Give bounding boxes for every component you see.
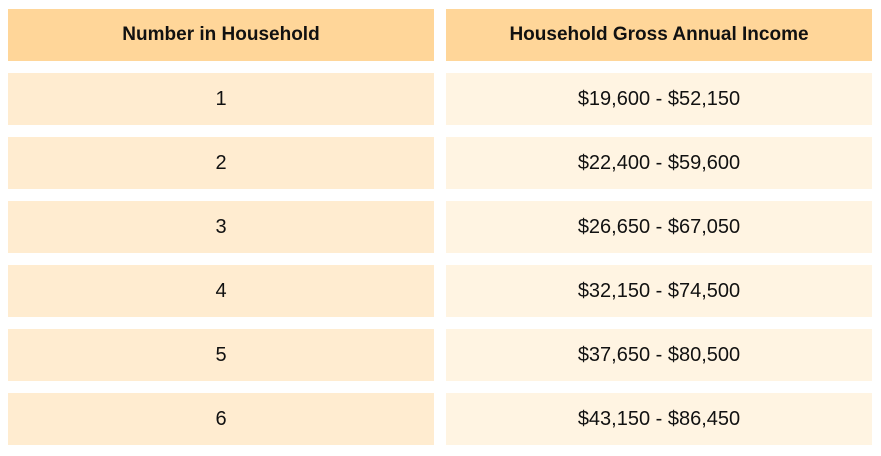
table-row: 2 $22,400 - $59,600 bbox=[8, 137, 873, 189]
income-range-cell: $37,650 - $80,500 bbox=[446, 329, 872, 381]
income-range-cell: $22,400 - $59,600 bbox=[446, 137, 872, 189]
table-row: 5 $37,650 - $80,500 bbox=[8, 329, 873, 381]
household-size-cell: 3 bbox=[8, 201, 434, 253]
household-size-cell: 5 bbox=[8, 329, 434, 381]
table-header-row: Number in Household Household Gross Annu… bbox=[8, 9, 873, 61]
table-row: 6 $43,150 - $86,450 bbox=[8, 393, 873, 445]
income-range-cell: $32,150 - $74,500 bbox=[446, 265, 872, 317]
table-row: 3 $26,650 - $67,050 bbox=[8, 201, 873, 253]
header-number-in-household: Number in Household bbox=[8, 9, 434, 61]
household-size-cell: 4 bbox=[8, 265, 434, 317]
table-row: 4 $32,150 - $74,500 bbox=[8, 265, 873, 317]
income-range-cell: $43,150 - $86,450 bbox=[446, 393, 872, 445]
income-range-cell: $26,650 - $67,050 bbox=[446, 201, 872, 253]
household-size-cell: 2 bbox=[8, 137, 434, 189]
household-size-cell: 6 bbox=[8, 393, 434, 445]
table-row: 1 $19,600 - $52,150 bbox=[8, 73, 873, 125]
household-size-cell: 1 bbox=[8, 73, 434, 125]
header-household-gross-annual-income: Household Gross Annual Income bbox=[446, 9, 872, 61]
income-range-cell: $19,600 - $52,150 bbox=[446, 73, 872, 125]
